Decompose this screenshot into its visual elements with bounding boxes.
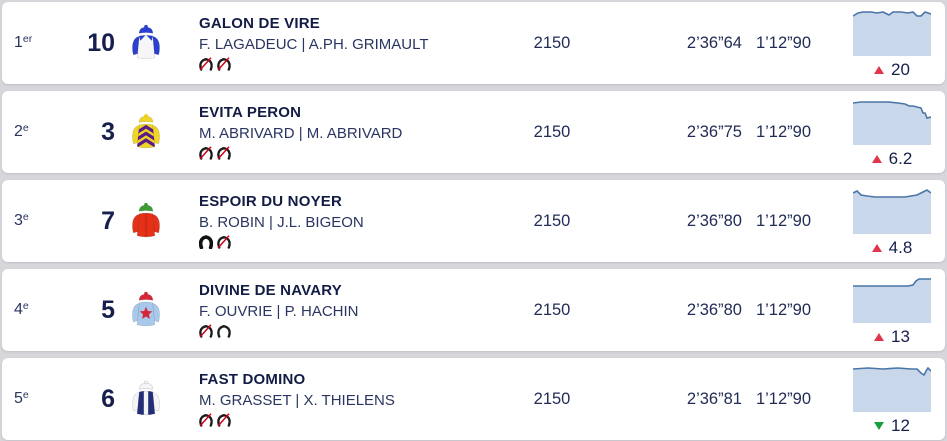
- km-reduction: 1’12”90: [755, 33, 811, 52]
- rank: 1er: [14, 33, 33, 51]
- result-row[interactable]: 5e 6 FAST DOMINO M. GRASSET | X. THIELEN…: [2, 358, 945, 440]
- trend-up-icon: [874, 66, 885, 74]
- result-row[interactable]: 2e 3 EVITA PERON M. ABRIVARD | M. ABRIVA…: [2, 91, 945, 173]
- odds-sparkline-chart: [853, 189, 931, 234]
- odds-sparkline-chart: [853, 101, 931, 145]
- shoeing-icons: [199, 413, 502, 427]
- horse-info: FAST DOMINO M. GRASSET | X. THIELENS: [165, 371, 502, 428]
- trend-up-icon: [874, 333, 885, 341]
- horse-info: ESPOIR DU NOYER B. ROBIN | J.L. BIGEON P: [165, 193, 502, 250]
- driver-trainer: F. LAGADEUC | A.PH. GRIMAULT: [199, 35, 429, 53]
- jockey-silk-icon: [117, 111, 165, 153]
- time-columns: 2’36”75 1’12”90: [602, 123, 817, 142]
- distance: 2150: [533, 122, 571, 141]
- odds-sparkline-chart: [853, 366, 931, 412]
- race-time: 2’36”80: [686, 300, 742, 319]
- odds-history: 13: [817, 273, 945, 347]
- odds-history: 4.8: [817, 184, 945, 258]
- distance: 2150: [533, 300, 571, 319]
- odds-value: 20: [891, 60, 910, 79]
- odds: 6.2: [853, 149, 931, 169]
- trend-up-icon: [871, 244, 882, 252]
- shoeing-icons: P: [199, 235, 502, 250]
- odds-value: 6.2: [888, 149, 913, 168]
- km-reduction: 1’12”90: [755, 389, 811, 408]
- horse-number: 7: [101, 206, 115, 235]
- horse-number: 3: [101, 117, 115, 146]
- horseshoe-crossed-icon: [199, 57, 213, 71]
- result-row[interactable]: 4e 5 DIVINE DE NAVARY F. OUVRIE | P. HAC…: [2, 269, 945, 351]
- distance: 2150: [533, 33, 571, 52]
- driver-trainer: B. ROBIN | J.L. BIGEON: [199, 213, 364, 231]
- rank: 3e: [14, 211, 29, 229]
- horse-name: FAST DOMINO: [199, 370, 306, 388]
- odds-value: 4.8: [888, 238, 913, 257]
- odds: 13: [853, 327, 931, 347]
- driver-trainer: M. GRASSET | X. THIELENS: [199, 391, 395, 409]
- odds-value: 13: [891, 327, 910, 346]
- km-reduction: 1’12”90: [755, 211, 811, 230]
- distance: 2150: [533, 389, 571, 408]
- jockey-silk-icon: [117, 289, 165, 331]
- horseshoe-crossed-icon: [199, 413, 213, 427]
- result-row[interactable]: 1er 10 GALON DE VIRE F. LAGADEUC | A.PH.…: [2, 2, 945, 84]
- time-columns: 2’36”64 1’12”90: [602, 34, 817, 53]
- shoeing-icons: [199, 57, 502, 71]
- distance: 2150: [533, 211, 571, 230]
- time-columns: 2’36”80 1’12”90: [602, 301, 817, 320]
- odds: 4.8: [853, 238, 931, 258]
- odds-sparkline-chart: [853, 278, 931, 323]
- horse-number: 10: [87, 28, 115, 57]
- horseshoe-crossed-icon: [199, 324, 213, 338]
- horse-name: GALON DE VIRE: [199, 14, 320, 32]
- race-time: 2’36”64: [686, 33, 742, 52]
- odds-history: 20: [817, 6, 945, 80]
- horse-info: EVITA PERON M. ABRIVARD | M. ABRIVARD: [165, 104, 502, 161]
- race-time: 2’36”75: [686, 122, 742, 141]
- time-columns: 2’36”81 1’12”90: [602, 390, 817, 409]
- odds: 20: [853, 60, 931, 80]
- horseshoe-crossed-icon: [217, 413, 231, 427]
- race-time: 2’36”80: [686, 211, 742, 230]
- driver-trainer: F. OUVRIE | P. HACHIN: [199, 302, 359, 320]
- result-row[interactable]: 3e 7 ESPOIR DU NOYER B. ROBIN | J.L. BIG…: [2, 180, 945, 262]
- driver-trainer: M. ABRIVARD | M. ABRIVARD: [199, 124, 403, 142]
- horse-number: 5: [101, 295, 115, 324]
- horseshoe-crossed-icon: [217, 235, 231, 249]
- horse-name: DIVINE DE NAVARY: [199, 281, 342, 299]
- trend-down-icon: [874, 422, 885, 430]
- horseshoe-crossed-icon: [217, 57, 231, 71]
- odds-history: 6.2: [817, 95, 945, 169]
- rank: 5e: [14, 389, 29, 407]
- jockey-silk-icon: [117, 200, 165, 242]
- horse-name: EVITA PERON: [199, 103, 302, 121]
- horse-info: GALON DE VIRE F. LAGADEUC | A.PH. GRIMAU…: [165, 15, 502, 72]
- km-reduction: 1’12”90: [755, 300, 811, 319]
- odds: 12: [853, 416, 931, 436]
- rank: 2e: [14, 122, 29, 140]
- horseshoe-plates-icon: P: [199, 235, 213, 250]
- odds-value: 12: [891, 416, 910, 435]
- horse-number: 6: [101, 384, 115, 413]
- horseshoe-crossed-icon: [199, 146, 213, 160]
- km-reduction: 1’12”90: [755, 122, 811, 141]
- horse-info: DIVINE DE NAVARY F. OUVRIE | P. HACHIN: [165, 282, 502, 339]
- rank: 4e: [14, 300, 29, 318]
- shoeing-icons: [199, 324, 502, 338]
- shoeing-icons: [199, 146, 502, 160]
- horseshoe-crossed-icon: [217, 146, 231, 160]
- odds-history: 12: [817, 362, 945, 436]
- time-columns: 2’36”80 1’12”90: [602, 212, 817, 231]
- jockey-silk-icon: [117, 22, 165, 64]
- svg-text:P: P: [203, 238, 208, 247]
- trend-up-icon: [871, 155, 882, 163]
- horse-name: ESPOIR DU NOYER: [199, 192, 343, 210]
- race-time: 2’36”81: [686, 389, 742, 408]
- jockey-silk-icon: [117, 378, 165, 420]
- horseshoe-icon: [217, 325, 231, 338]
- odds-sparkline-chart: [853, 11, 931, 56]
